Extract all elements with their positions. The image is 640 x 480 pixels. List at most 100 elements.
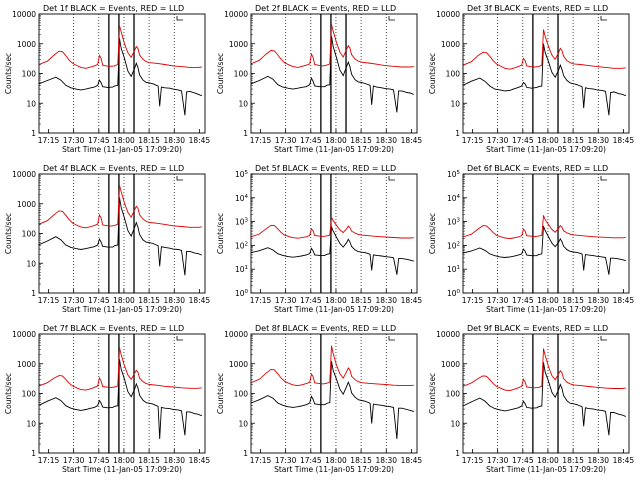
data-point xyxy=(517,87,519,88)
data-point xyxy=(354,249,356,251)
data-point xyxy=(53,214,55,216)
y-tick-label: 1000 xyxy=(229,360,248,369)
data-point xyxy=(581,86,583,88)
data-point xyxy=(65,84,67,86)
data-point xyxy=(521,85,523,87)
data-point xyxy=(339,69,341,71)
data-point xyxy=(107,246,109,248)
data-point xyxy=(531,87,533,89)
data-point xyxy=(573,384,575,386)
data-point xyxy=(384,236,386,238)
data-point xyxy=(593,255,595,257)
data-point xyxy=(566,249,568,251)
data-point xyxy=(85,409,87,410)
data-point xyxy=(114,245,115,247)
x-tick-label: 18:45 xyxy=(401,296,423,305)
data-point xyxy=(297,67,299,68)
y-tick-label: 101 xyxy=(447,265,460,274)
data-point xyxy=(314,85,316,87)
y-tick-label: 100 xyxy=(22,230,37,239)
data-point xyxy=(618,413,620,415)
data-point xyxy=(504,67,506,69)
y-tick-label: 10000 xyxy=(436,10,460,19)
data-point xyxy=(137,371,139,373)
data-point xyxy=(312,80,314,82)
x-tick-label: 17:30 xyxy=(275,136,297,145)
data-point xyxy=(280,377,282,379)
data-point xyxy=(157,245,159,247)
x-tick-label: 17:30 xyxy=(487,136,509,145)
x-tick-label: 17:30 xyxy=(63,296,85,305)
chart-title: Det 1f BLACK = Events, RED = LLD xyxy=(43,4,184,13)
data-point xyxy=(177,249,179,250)
data-point xyxy=(479,247,481,249)
data-point xyxy=(409,385,411,386)
data-point xyxy=(596,236,598,238)
data-point xyxy=(119,184,120,186)
data-point xyxy=(398,407,399,409)
data-point xyxy=(100,380,102,382)
data-point xyxy=(274,50,275,52)
data-point xyxy=(413,260,414,262)
data-point xyxy=(201,226,202,228)
data-point xyxy=(181,226,182,227)
data-point xyxy=(105,386,107,388)
data-point xyxy=(349,369,351,371)
data-point xyxy=(134,50,135,51)
x-tick-label: 18:00 xyxy=(537,136,559,145)
data-point xyxy=(130,56,132,58)
data-point xyxy=(197,226,199,228)
data-point xyxy=(517,66,519,67)
data-point xyxy=(351,230,352,232)
x-tick-label: 17:30 xyxy=(275,296,297,305)
data-point xyxy=(554,58,556,60)
data-point xyxy=(521,235,523,237)
y-axis-label: Counts/sec xyxy=(216,373,225,414)
x-tick-label: 17:15 xyxy=(462,136,484,145)
data-point xyxy=(297,256,299,257)
data-point xyxy=(521,405,523,407)
data-point xyxy=(351,392,352,394)
data-point xyxy=(531,255,533,257)
data-point xyxy=(142,79,144,81)
data-point xyxy=(569,233,571,235)
data-point xyxy=(605,257,606,258)
data-point xyxy=(139,234,140,235)
data-point xyxy=(72,222,73,224)
data-point xyxy=(312,398,314,400)
data-point xyxy=(551,54,553,56)
data-point xyxy=(501,66,502,67)
data-point xyxy=(524,250,526,252)
data-point xyxy=(110,225,112,227)
data-point xyxy=(544,355,546,356)
data-point xyxy=(70,87,72,89)
x-axis-label: Start Time (11-Jan-05 17:09:20) xyxy=(486,465,606,474)
data-point xyxy=(292,407,294,408)
data-point xyxy=(593,408,595,410)
data-point xyxy=(625,416,626,417)
data-point xyxy=(93,246,95,248)
x-tick-label: 17:30 xyxy=(487,296,509,305)
x-tick-label: 17:30 xyxy=(63,456,85,465)
data-point xyxy=(332,46,334,47)
data-point xyxy=(544,371,546,373)
data-point xyxy=(93,407,95,408)
data-point xyxy=(85,227,87,229)
data-point xyxy=(259,59,260,61)
data-point xyxy=(314,64,316,65)
data-point xyxy=(110,387,112,388)
data-point xyxy=(97,223,99,225)
data-point xyxy=(384,88,386,89)
data-point xyxy=(336,57,337,59)
data-point xyxy=(300,87,302,88)
data-point xyxy=(347,61,349,63)
data-point xyxy=(529,387,531,388)
x-tick-label: 18:15 xyxy=(138,296,160,305)
data-point xyxy=(613,91,615,93)
data-point xyxy=(114,386,115,388)
data-point xyxy=(576,84,578,86)
data-point xyxy=(361,61,363,63)
data-point xyxy=(267,247,269,249)
data-point xyxy=(319,404,321,406)
